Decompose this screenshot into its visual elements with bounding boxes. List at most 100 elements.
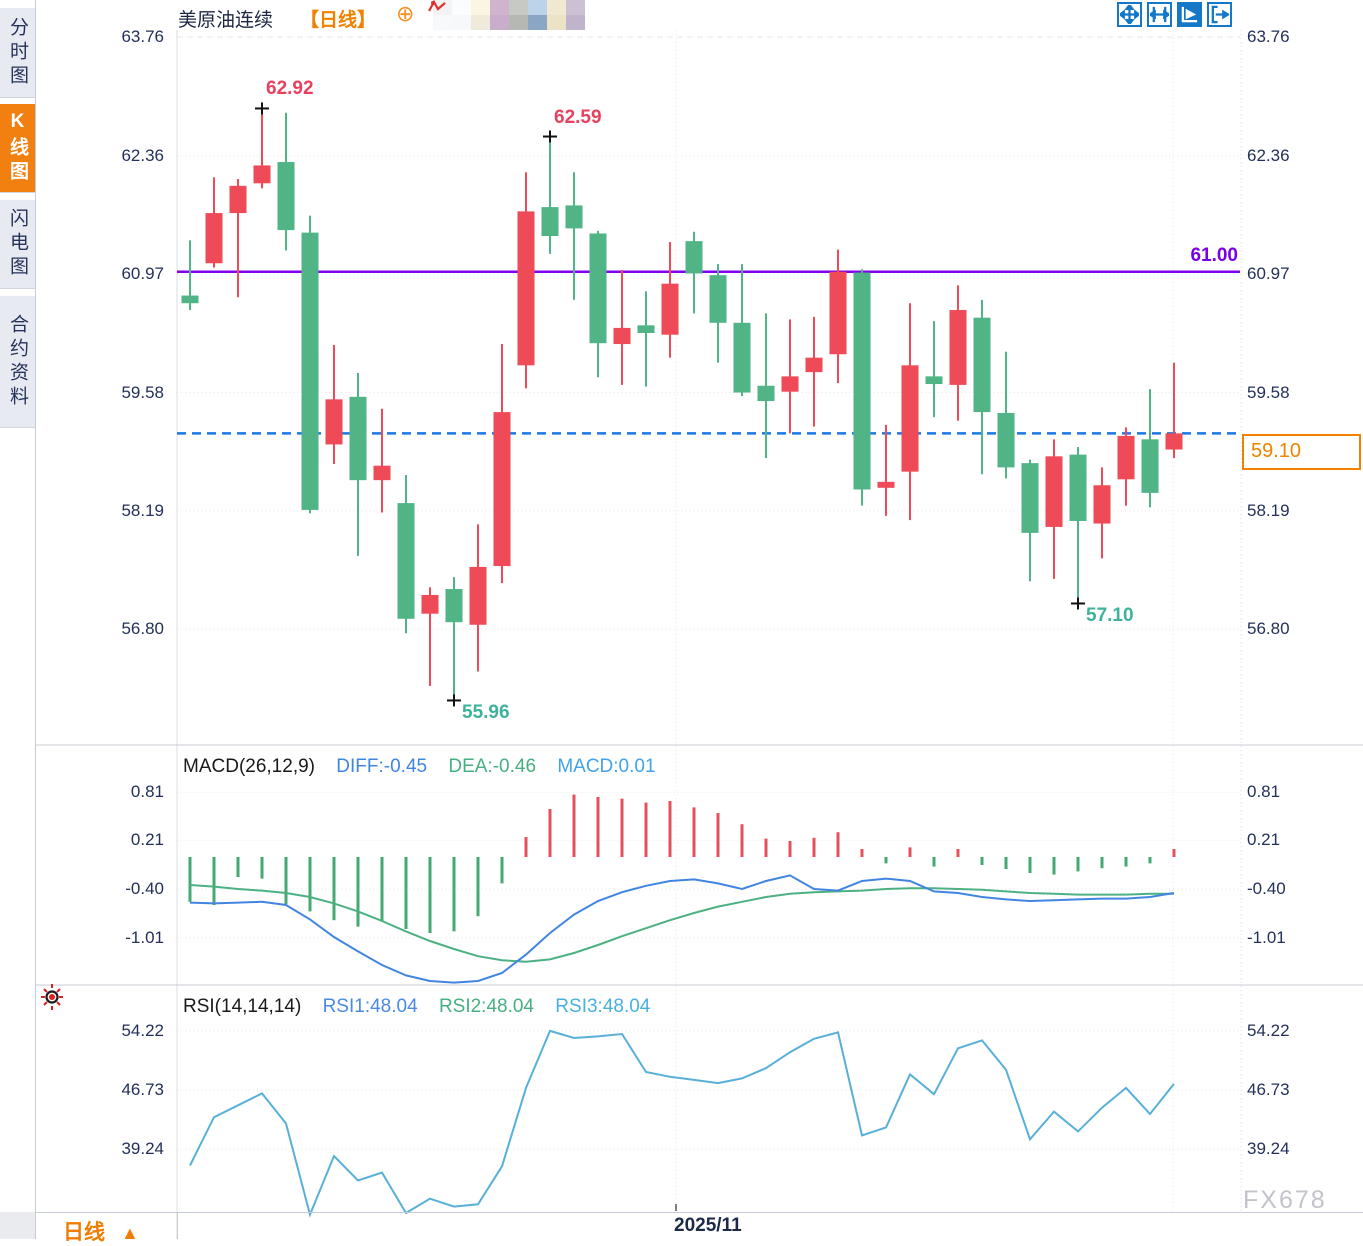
sidebar-footer-filler: [0, 1212, 35, 1239]
macd-diff-value: DIFF:-0.45: [336, 756, 428, 777]
sidebar-item-tick-chart[interactable]: 闪电图: [0, 200, 35, 289]
candle-body: [229, 185, 247, 214]
x-axis-scale-icon[interactable]: [1147, 2, 1172, 27]
y-axis-label: 0.21: [1247, 830, 1281, 850]
macd-name: MACD(26,12,9): [183, 756, 315, 777]
macd-hist-value: MACD:0.01: [557, 756, 656, 777]
candle-body: [205, 213, 223, 264]
candle-body: [1093, 485, 1111, 524]
candle-body: [949, 310, 967, 385]
candle-body: [781, 376, 799, 392]
candle-body: [829, 271, 847, 355]
candle-body: [181, 295, 199, 304]
chart-toolbar: [1117, 2, 1232, 27]
candle-body: [637, 325, 655, 333]
period-badge: 【日线】: [300, 10, 377, 31]
candle-body: [877, 481, 895, 488]
level-line-label: 61.00: [1190, 245, 1238, 266]
period-tab-daily[interactable]: 日线 ▲: [63, 1216, 139, 1246]
candle-body: [1021, 463, 1039, 533]
footer-divider: [0, 1212, 1363, 1213]
y-axis-label: 39.24: [121, 1139, 164, 1159]
y-axis-label: 0.81: [1247, 782, 1281, 802]
candle-body: [709, 275, 727, 323]
x-axis-date-label: 2025/11: [674, 1215, 742, 1236]
sidebar: 分时图 K线图 闪电图 合约资料: [0, 0, 36, 1239]
price-annotation: 62.92: [266, 78, 314, 100]
macd-diff-line: [189, 874, 1175, 984]
rsi2-value: RSI2:48.04: [438, 996, 535, 1017]
sidebar-item-label: 分时图: [7, 16, 28, 89]
candle-body: [445, 589, 463, 623]
candle-body: [925, 376, 943, 385]
price-annotation: 55.96: [462, 702, 510, 724]
candle-body: [1117, 435, 1135, 480]
macd-dea-line: [189, 884, 1174, 963]
move-icon[interactable]: [1117, 2, 1142, 27]
y-axis-label: 63.76: [121, 27, 164, 46]
settings-sun-icon[interactable]: [40, 984, 64, 1015]
candle-body: [973, 317, 991, 413]
candle-body: [277, 162, 295, 231]
red-scribble-mark: [428, 0, 446, 12]
candle-body: [901, 365, 919, 472]
y-axis-label: 63.76: [1247, 27, 1290, 46]
price-annotation: 57.10: [1086, 605, 1134, 627]
candle-body: [1045, 456, 1063, 527]
sidebar-item-label: 闪电图: [7, 208, 28, 280]
candle-body: [853, 272, 871, 490]
candle-body: [493, 412, 511, 567]
last-price-marker: 59.10: [1242, 434, 1361, 470]
y-axis-label: 62.36: [121, 146, 164, 166]
candle-body: [253, 165, 271, 184]
sidebar-item-time-chart[interactable]: 分时图: [0, 8, 35, 98]
candle-body: [997, 412, 1015, 468]
auto-fit-icon[interactable]: [1177, 2, 1202, 27]
y-axis-label: 0.81: [130, 782, 164, 802]
candle-body: [685, 241, 703, 274]
candle-body: [589, 233, 607, 344]
candle-body: [757, 385, 775, 402]
y-axis-label: 58.19: [121, 500, 164, 520]
symbol-title: 美原油连续: [178, 10, 274, 31]
candle-body: [661, 283, 679, 335]
y-axis-label: -0.40: [125, 879, 164, 898]
y-axis-label: 0.21: [130, 830, 164, 850]
candle-body: [1165, 433, 1183, 450]
triangle-up-icon: ▲: [121, 1223, 139, 1243]
y-axis-label: 59.58: [1247, 382, 1290, 402]
macd-dea-value: DEA:-0.46: [448, 756, 537, 777]
candle-body: [805, 357, 823, 373]
y-axis-label: 54.22: [1247, 1020, 1290, 1040]
y-axis-label: 46.73: [1247, 1080, 1290, 1099]
candle-body: [565, 205, 583, 229]
candle-body: [301, 232, 319, 510]
y-axis-label: 56.80: [121, 619, 164, 638]
candle-body: [733, 322, 751, 393]
rsi3-value: RSI3:48.04: [555, 996, 651, 1017]
pan-right-icon[interactable]: [1207, 2, 1232, 27]
candle-body: [541, 207, 559, 237]
rsi1-value: RSI1:48.04: [322, 996, 418, 1017]
y-axis-label: 39.24: [1247, 1139, 1290, 1159]
candle-body: [517, 211, 535, 366]
candle-body: [397, 503, 415, 619]
price-annotation: 62.59: [554, 106, 602, 128]
y-axis-label: 60.97: [1247, 264, 1290, 284]
candle-body: [349, 396, 367, 481]
y-axis-label: 60.97: [121, 264, 164, 284]
add-target-icon[interactable]: ⊕: [396, 1, 415, 26]
y-axis-label: -1.01: [125, 927, 164, 947]
footer-cell-divider: [177, 1212, 178, 1239]
sidebar-item-contract-info[interactable]: 合约资料: [0, 296, 35, 428]
y-axis-label: -0.40: [1247, 879, 1286, 898]
y-axis-label: -1.01: [1247, 927, 1286, 947]
macd-header: MACD(26,12,9) DIFF:-0.45 DEA:-0.46 MACD:…: [183, 756, 672, 778]
y-axis-label: 54.22: [121, 1020, 164, 1040]
rsi-header: RSI(14,14,14) RSI1:48.04 RSI2:48.04 RSI3…: [183, 996, 666, 1018]
y-axis-label: 56.80: [1247, 619, 1290, 638]
candle-body: [325, 399, 343, 445]
sidebar-item-kline-chart[interactable]: K线图: [0, 104, 35, 193]
rsi-name: RSI(14,14,14): [183, 996, 302, 1017]
